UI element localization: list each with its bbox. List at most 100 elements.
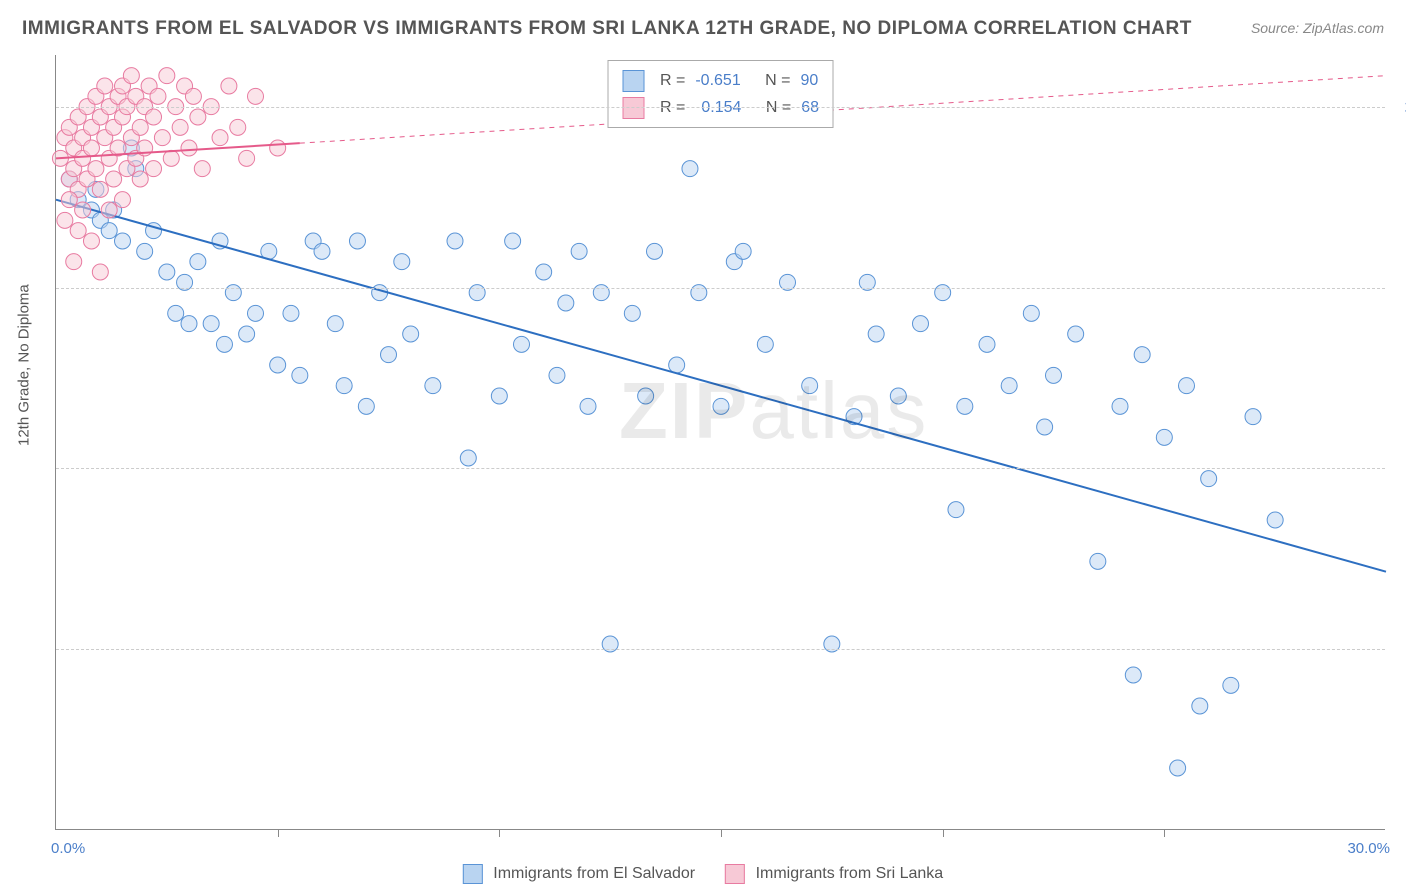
trend-line-extrapolated bbox=[300, 76, 1386, 144]
data-point bbox=[1023, 305, 1039, 321]
chart-title: IMMIGRANTS FROM EL SALVADOR VS IMMIGRANT… bbox=[22, 18, 1192, 40]
data-point bbox=[514, 336, 530, 352]
data-point bbox=[150, 88, 166, 104]
data-point bbox=[283, 305, 299, 321]
data-point bbox=[757, 336, 773, 352]
data-point bbox=[239, 326, 255, 342]
data-point bbox=[505, 233, 521, 249]
swatch-series-1 bbox=[622, 97, 644, 119]
data-point bbox=[163, 150, 179, 166]
data-point bbox=[868, 326, 884, 342]
data-point bbox=[212, 130, 228, 146]
data-point bbox=[948, 502, 964, 518]
data-point bbox=[185, 88, 201, 104]
data-point bbox=[181, 316, 197, 332]
data-point bbox=[1037, 419, 1053, 435]
data-point bbox=[802, 378, 818, 394]
data-point bbox=[154, 130, 170, 146]
data-point bbox=[270, 140, 286, 156]
data-point bbox=[159, 264, 175, 280]
data-point bbox=[115, 233, 131, 249]
data-point bbox=[1001, 378, 1017, 394]
stats-row-series-0: R = -0.651 N = 90 bbox=[622, 67, 819, 94]
y-tick-label: 100.0% bbox=[1395, 98, 1406, 115]
data-point bbox=[168, 305, 184, 321]
data-point bbox=[957, 398, 973, 414]
data-point bbox=[115, 192, 131, 208]
x-tick bbox=[721, 829, 722, 837]
legend-item-0: Immigrants from El Salvador bbox=[463, 864, 695, 884]
data-point bbox=[580, 398, 596, 414]
x-tick bbox=[943, 829, 944, 837]
data-point bbox=[1267, 512, 1283, 528]
data-point bbox=[66, 254, 82, 270]
data-point bbox=[1170, 760, 1186, 776]
data-point bbox=[979, 336, 995, 352]
data-point bbox=[230, 119, 246, 135]
data-point bbox=[1125, 667, 1141, 683]
data-point bbox=[132, 119, 148, 135]
stats-legend-box: R = -0.651 N = 90 R = 0.154 N = 68 bbox=[607, 60, 834, 128]
data-point bbox=[190, 109, 206, 125]
data-point bbox=[460, 450, 476, 466]
y-tick-label: 65.0% bbox=[1395, 460, 1406, 477]
data-point bbox=[203, 316, 219, 332]
data-point bbox=[571, 243, 587, 259]
x-tick bbox=[499, 829, 500, 837]
data-point bbox=[248, 88, 264, 104]
data-point bbox=[647, 243, 663, 259]
data-point bbox=[1112, 398, 1128, 414]
data-point bbox=[327, 316, 343, 332]
data-point bbox=[88, 161, 104, 177]
data-point bbox=[403, 326, 419, 342]
data-point bbox=[75, 202, 91, 218]
data-point bbox=[83, 140, 99, 156]
data-point bbox=[358, 398, 374, 414]
data-point bbox=[172, 119, 188, 135]
data-point bbox=[713, 398, 729, 414]
data-point bbox=[83, 233, 99, 249]
data-point bbox=[1046, 367, 1062, 383]
stats-row-series-1: R = 0.154 N = 68 bbox=[622, 94, 819, 121]
data-point bbox=[292, 367, 308, 383]
swatch-series-0 bbox=[622, 70, 644, 92]
gridline bbox=[56, 288, 1385, 289]
data-point bbox=[1090, 553, 1106, 569]
data-point bbox=[101, 202, 117, 218]
data-point bbox=[97, 78, 113, 94]
data-point bbox=[638, 388, 654, 404]
data-point bbox=[1068, 326, 1084, 342]
data-point bbox=[1245, 409, 1261, 425]
scatter-plot-svg bbox=[56, 55, 1385, 829]
data-point bbox=[536, 264, 552, 280]
data-point bbox=[1134, 347, 1150, 363]
data-point bbox=[381, 347, 397, 363]
data-point bbox=[123, 68, 139, 84]
data-point bbox=[194, 161, 210, 177]
data-point bbox=[1192, 698, 1208, 714]
data-point bbox=[1179, 378, 1195, 394]
data-point bbox=[181, 140, 197, 156]
data-point bbox=[447, 233, 463, 249]
gridline bbox=[56, 468, 1385, 469]
x-axis-max-label: 30.0% bbox=[1347, 840, 1390, 857]
data-point bbox=[92, 264, 108, 280]
data-point bbox=[913, 316, 929, 332]
data-point bbox=[1223, 677, 1239, 693]
data-point bbox=[624, 305, 640, 321]
data-point bbox=[248, 305, 264, 321]
data-point bbox=[735, 243, 751, 259]
swatch-series-1 bbox=[725, 864, 745, 884]
data-point bbox=[239, 150, 255, 166]
x-axis-min-label: 0.0% bbox=[51, 840, 85, 857]
source-label: Source: ZipAtlas.com bbox=[1251, 20, 1384, 36]
data-point bbox=[137, 243, 153, 259]
x-tick bbox=[1164, 829, 1165, 837]
data-point bbox=[92, 181, 108, 197]
data-point bbox=[190, 254, 206, 270]
x-tick bbox=[278, 829, 279, 837]
data-point bbox=[221, 78, 237, 94]
data-point bbox=[558, 295, 574, 311]
data-point bbox=[101, 223, 117, 239]
gridline bbox=[56, 107, 1385, 108]
